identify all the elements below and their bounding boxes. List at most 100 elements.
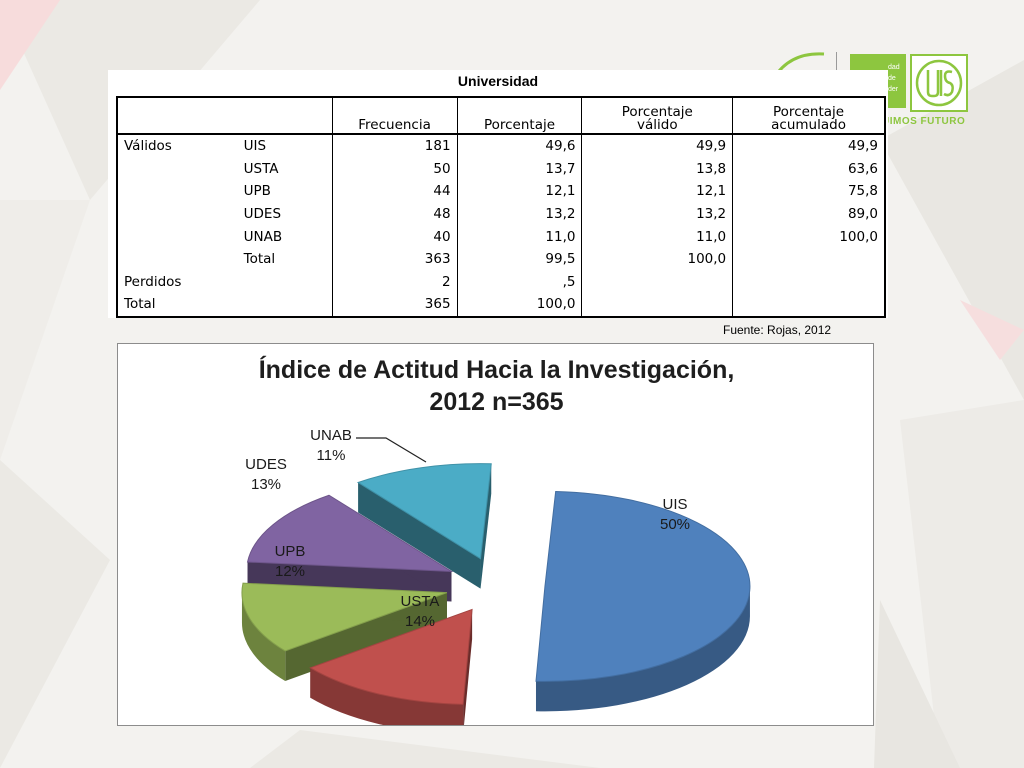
cell-valid <box>581 293 733 317</box>
pie-slice-side <box>535 586 750 712</box>
cell-freq: 40 <box>331 225 458 248</box>
cell-label: UPB <box>243 183 271 200</box>
cell-valid: 100,0 <box>581 247 733 271</box>
header-line: válido <box>637 117 678 133</box>
logo-box-line: de <box>888 75 896 82</box>
table-row: Total 365 100,0 <box>117 293 885 317</box>
chart-title-line: 2012 n=365 <box>429 388 564 416</box>
cell-group <box>117 225 238 248</box>
logo-box-text: dad de der <box>888 62 908 95</box>
cell-pct: 12,1 <box>456 180 582 203</box>
table-row: UNAB 40 11,0 11,0 100,0 <box>117 225 885 248</box>
cell-valid: 12,1 <box>581 180 733 203</box>
cell-group: Válidos <box>124 138 172 155</box>
table-title: Universidad <box>457 73 539 89</box>
cell-valid: 11,0 <box>581 225 733 248</box>
slice-name-label: UIS <box>662 496 687 513</box>
cell-freq: 50 <box>331 157 458 181</box>
header-porcentaje-acumulado: Porcentaje acumulado <box>732 97 885 135</box>
cell-freq: 44 <box>331 180 458 203</box>
cell-cum: 63,6 <box>732 157 885 181</box>
pie-slice-top <box>246 494 454 573</box>
cell-group <box>117 203 238 226</box>
header-porcentaje-valido: Porcentaje válido <box>581 97 733 135</box>
header-porcentaje: Porcentaje <box>456 97 582 135</box>
cell-group <box>117 180 238 203</box>
pie-slice-side <box>241 592 286 681</box>
logo-box-line: dad <box>888 64 900 71</box>
pie-slice-unab <box>356 463 492 589</box>
cell-label: UDES <box>243 206 282 223</box>
pie-slice-usta <box>309 608 473 725</box>
cell-cum: 49,9 <box>732 134 885 158</box>
frequency-table-card: Universidad Frecuencia Porcentaje Porcen… <box>108 70 888 318</box>
cell-group: Perdidos <box>124 273 182 290</box>
uis-seal-graphic <box>915 59 963 107</box>
pie-chart: UIS 50% USTA 14% UPB 12% UDES 13% UNAB 11% <box>241 427 751 725</box>
table-row: UPB 44 12,1 12,1 75,8 <box>117 180 885 203</box>
slice-name-label: USTA <box>401 593 440 610</box>
cell-freq: 2 <box>331 270 458 294</box>
logo-box-line: der <box>888 86 899 93</box>
header-frecuencia: Frecuencia <box>331 97 458 135</box>
pie-slice-wall <box>358 482 481 589</box>
cell-label: UIS <box>243 138 267 155</box>
unab-leader-line <box>356 437 427 463</box>
cell-pct: 13,7 <box>456 157 582 181</box>
cell-cum: 100,0 <box>732 225 885 248</box>
cell-valid: 13,8 <box>581 157 733 181</box>
uis-seal-icon <box>910 54 968 112</box>
slice-percent-label: 50% <box>660 516 690 533</box>
cell-pct: 13,2 <box>456 202 582 226</box>
cell-label: Total <box>243 251 276 268</box>
slice-percent-label: 11% <box>317 447 346 464</box>
cell-freq: 365 <box>331 293 458 317</box>
table-row: Válidos UIS 181 49,6 49,9 49,9 <box>117 134 885 158</box>
header-line: Porcentaje <box>621 104 693 120</box>
slice-name-label: UDES <box>245 456 287 473</box>
table-header-row: Frecuencia Porcentaje Porcentaje válido … <box>117 97 885 135</box>
cell-pct: 100,0 <box>456 293 582 317</box>
pie-slice-top <box>356 463 492 560</box>
source-note: Fuente: Rojas, 2012 <box>723 323 832 337</box>
slice-percent-label: 14% <box>405 613 435 630</box>
cell-cum: 75,8 <box>732 180 885 203</box>
pie-slice-top <box>535 490 751 682</box>
cell-freq: 181 <box>331 134 458 158</box>
cell-pct: ,5 <box>456 270 582 294</box>
frequency-table: Frecuencia Porcentaje Porcentaje válido … <box>116 96 886 318</box>
table-row: Perdidos 2 ,5 <box>117 270 885 294</box>
chart-title: Índice de Actitud Hacia la Investigación… <box>118 354 875 418</box>
cell-cum <box>732 247 885 271</box>
header-line: Porcentaje <box>773 104 845 120</box>
cell-group <box>117 248 238 271</box>
cell-freq: 363 <box>331 247 458 271</box>
cell-valid: 13,2 <box>581 202 733 226</box>
cell-label <box>238 271 332 294</box>
cell-cum <box>732 270 885 294</box>
pie-slice-wall <box>480 463 492 589</box>
cell-pct: 49,6 <box>456 134 582 158</box>
slice-name-label: UPB <box>275 543 306 560</box>
cell-label: UNAB <box>243 228 283 245</box>
cell-group <box>117 158 238 181</box>
cell-valid: 49,9 <box>581 134 733 158</box>
pie-chart-card: UIS 50% USTA 14% UPB 12% UDES 13% UNAB 11% Índice… <box>117 343 874 726</box>
cell-freq: 48 <box>331 202 458 226</box>
pie-slice-top <box>241 582 448 652</box>
cell-group: Total <box>124 296 156 313</box>
cell-pct: 99,5 <box>456 247 582 271</box>
logo-tagline: UIMOS FUTURO <box>882 116 966 127</box>
header-blank <box>117 97 238 135</box>
table-row: UDES 48 13,2 13,2 89,0 <box>117 202 885 226</box>
cell-pct: 11,0 <box>456 225 582 248</box>
pie-slice-upb <box>241 582 448 681</box>
table-row: USTA 50 13,7 13,8 63,6 <box>117 157 885 181</box>
header-line: acumulado <box>771 117 846 133</box>
table-row: Total 363 99,5 100,0 <box>117 247 885 271</box>
slice-name-label: UNAB <box>310 427 352 444</box>
pie-slice-top <box>309 608 473 705</box>
pie-slice-uis <box>535 490 751 712</box>
chart-title-line: Índice de Actitud Hacia la Investigación… <box>258 356 735 384</box>
